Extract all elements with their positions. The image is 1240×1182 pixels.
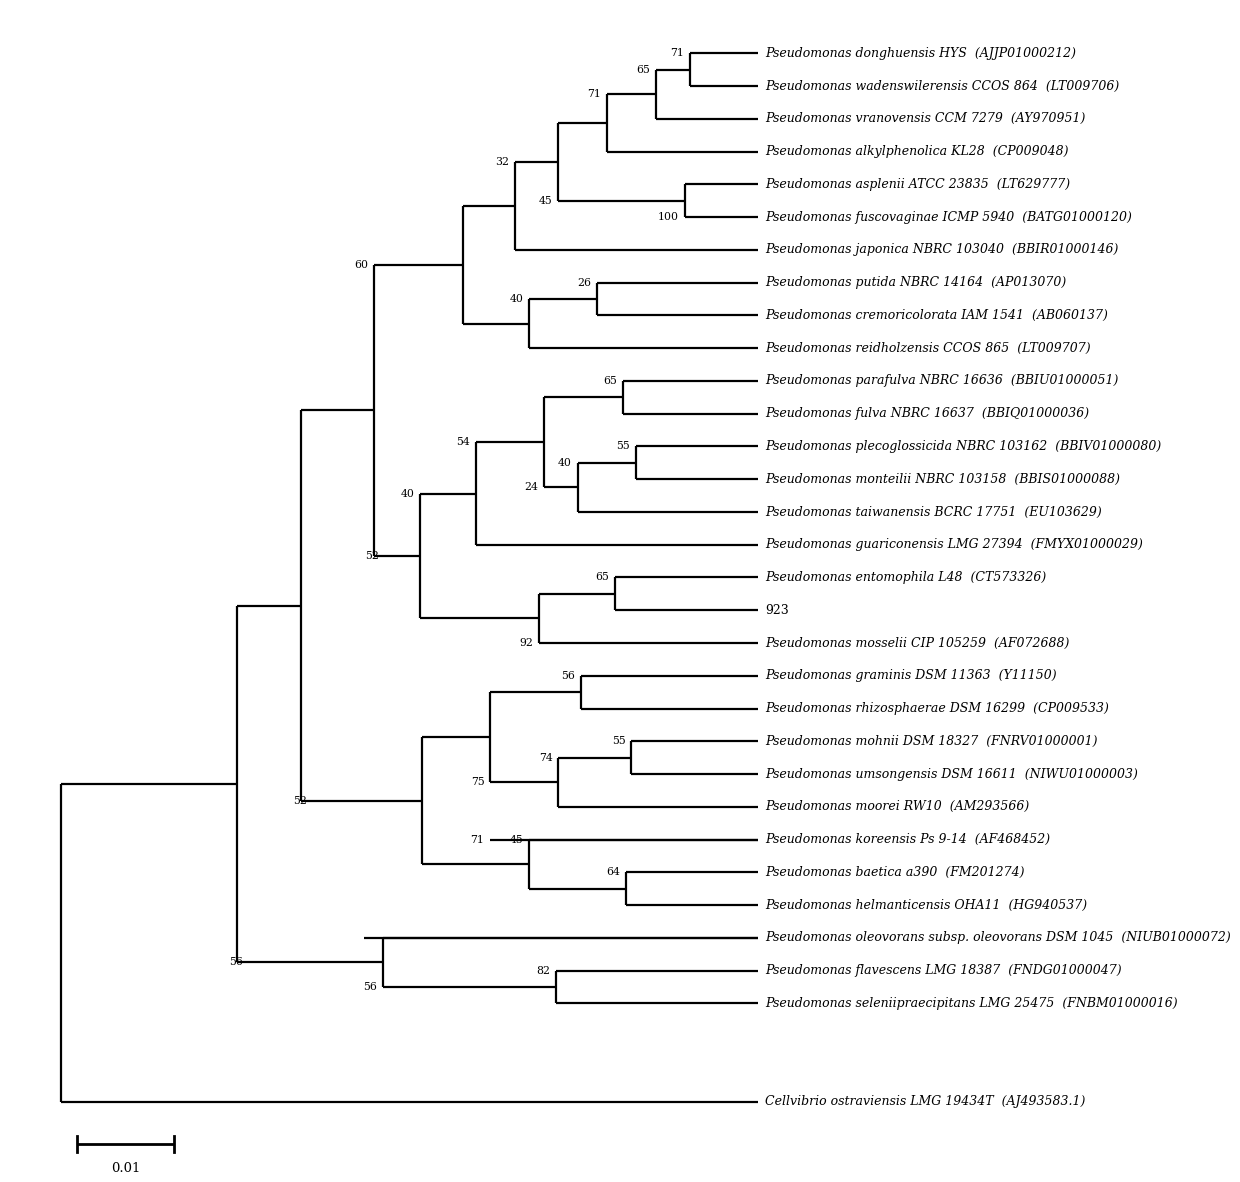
Text: 52: 52	[293, 795, 306, 806]
Text: 92: 92	[520, 638, 533, 648]
Text: 40: 40	[558, 457, 572, 468]
Text: Pseudomonas mohnii DSM 18327  (FNRV01000001): Pseudomonas mohnii DSM 18327 (FNRV010000…	[765, 735, 1097, 748]
Text: 24: 24	[525, 482, 538, 493]
Text: 100: 100	[658, 212, 678, 222]
Text: 55: 55	[616, 441, 630, 452]
Text: 45: 45	[510, 834, 523, 845]
Text: 0.01: 0.01	[112, 1162, 140, 1175]
Text: Pseudomonas flavescens LMG 18387  (FNDG01000047): Pseudomonas flavescens LMG 18387 (FNDG01…	[765, 965, 1122, 978]
Text: 65: 65	[595, 572, 609, 583]
Text: Pseudomonas seleniipraecipitans LMG 25475  (FNBM01000016): Pseudomonas seleniipraecipitans LMG 2547…	[765, 996, 1178, 1009]
Text: Pseudomonas alkylphenolica KL28  (CP009048): Pseudomonas alkylphenolica KL28 (CP00904…	[765, 145, 1069, 158]
Text: 71: 71	[470, 834, 485, 845]
Text: Pseudomonas koreensis Ps 9-14  (AF468452): Pseudomonas koreensis Ps 9-14 (AF468452)	[765, 833, 1050, 846]
Text: 40: 40	[401, 488, 414, 499]
Text: 32: 32	[495, 157, 508, 167]
Text: Pseudomonas umsongensis DSM 16611  (NIWU01000003): Pseudomonas umsongensis DSM 16611 (NIWU0…	[765, 767, 1138, 780]
Text: 56: 56	[229, 957, 243, 967]
Text: Pseudomonas mosselii CIP 105259  (AF072688): Pseudomonas mosselii CIP 105259 (AF07268…	[765, 637, 1070, 650]
Text: 55: 55	[611, 736, 625, 746]
Text: Pseudomonas moorei RW10  (AM293566): Pseudomonas moorei RW10 (AM293566)	[765, 800, 1029, 813]
Text: Pseudomonas putida NBRC 14164  (AP013070): Pseudomonas putida NBRC 14164 (AP013070)	[765, 277, 1066, 290]
Text: 52: 52	[366, 551, 379, 561]
Text: 54: 54	[456, 437, 470, 447]
Text: Pseudomonas monteilii NBRC 103158  (BBIS01000088): Pseudomonas monteilii NBRC 103158 (BBIS0…	[765, 473, 1121, 486]
Text: Pseudomonas donghuensis HYS  (AJJP01000212): Pseudomonas donghuensis HYS (AJJP0100021…	[765, 47, 1076, 60]
Text: 64: 64	[606, 868, 620, 877]
Text: Pseudomonas asplenii ATCC 23835  (LT629777): Pseudomonas asplenii ATCC 23835 (LT62977…	[765, 177, 1070, 190]
Text: 75: 75	[471, 778, 485, 787]
Text: Pseudomonas cremoricolorata IAM 1541  (AB060137): Pseudomonas cremoricolorata IAM 1541 (AB…	[765, 309, 1109, 322]
Text: 74: 74	[538, 753, 553, 762]
Text: Pseudomonas taiwanensis BCRC 17751  (EU103629): Pseudomonas taiwanensis BCRC 17751 (EU10…	[765, 506, 1102, 519]
Text: Pseudomonas rhizosphaerae DSM 16299  (CP009533): Pseudomonas rhizosphaerae DSM 16299 (CP0…	[765, 702, 1110, 715]
Text: 923: 923	[765, 604, 789, 617]
Text: Pseudomonas entomophila L48  (CT573326): Pseudomonas entomophila L48 (CT573326)	[765, 571, 1047, 584]
Text: 71: 71	[588, 90, 601, 99]
Text: Pseudomonas wadenswilerensis CCOS 864  (LT009706): Pseudomonas wadenswilerensis CCOS 864 (L…	[765, 79, 1120, 92]
Text: Pseudomonas graminis DSM 11363  (Y11150): Pseudomonas graminis DSM 11363 (Y11150)	[765, 669, 1056, 682]
Text: 71: 71	[670, 48, 683, 58]
Text: Pseudomonas oleovorans subsp. oleovorans DSM 1045  (NIUB01000072): Pseudomonas oleovorans subsp. oleovorans…	[765, 931, 1231, 944]
Text: Pseudomonas baetica a390  (FM201274): Pseudomonas baetica a390 (FM201274)	[765, 866, 1025, 879]
Text: Pseudomonas fulva NBRC 16637  (BBIQ01000036): Pseudomonas fulva NBRC 16637 (BBIQ010000…	[765, 407, 1090, 420]
Text: Pseudomonas reidholzensis CCOS 865  (LT009707): Pseudomonas reidholzensis CCOS 865 (LT00…	[765, 342, 1091, 355]
Text: 40: 40	[510, 294, 523, 304]
Text: Pseudomonas helmanticensis OHA11  (HG940537): Pseudomonas helmanticensis OHA11 (HG9405…	[765, 898, 1087, 911]
Text: Pseudomonas japonica NBRC 103040  (BBIR01000146): Pseudomonas japonica NBRC 103040 (BBIR01…	[765, 243, 1118, 256]
Text: Pseudomonas plecoglossicida NBRC 103162  (BBIV01000080): Pseudomonas plecoglossicida NBRC 103162 …	[765, 440, 1162, 453]
Text: 65: 65	[636, 65, 650, 74]
Text: 56: 56	[363, 982, 377, 992]
Text: 82: 82	[537, 966, 551, 975]
Text: 56: 56	[560, 670, 575, 681]
Text: Pseudomonas parafulva NBRC 16636  (BBIU01000051): Pseudomonas parafulva NBRC 16636 (BBIU01…	[765, 375, 1118, 388]
Text: 60: 60	[353, 260, 368, 269]
Text: Pseudomonas fuscovaginae ICMP 5940  (BATG01000120): Pseudomonas fuscovaginae ICMP 5940 (BATG…	[765, 210, 1132, 223]
Text: 65: 65	[604, 376, 618, 387]
Text: Pseudomonas vranovensis CCM 7279  (AY970951): Pseudomonas vranovensis CCM 7279 (AY9709…	[765, 112, 1086, 125]
Text: 26: 26	[578, 278, 591, 287]
Text: Cellvibrio ostraviensis LMG 19434T  (AJ493583.1): Cellvibrio ostraviensis LMG 19434T (AJ49…	[765, 1096, 1086, 1109]
Text: 45: 45	[538, 196, 553, 206]
Text: Pseudomonas guariconensis LMG 27394  (FMYX01000029): Pseudomonas guariconensis LMG 27394 (FMY…	[765, 538, 1143, 551]
